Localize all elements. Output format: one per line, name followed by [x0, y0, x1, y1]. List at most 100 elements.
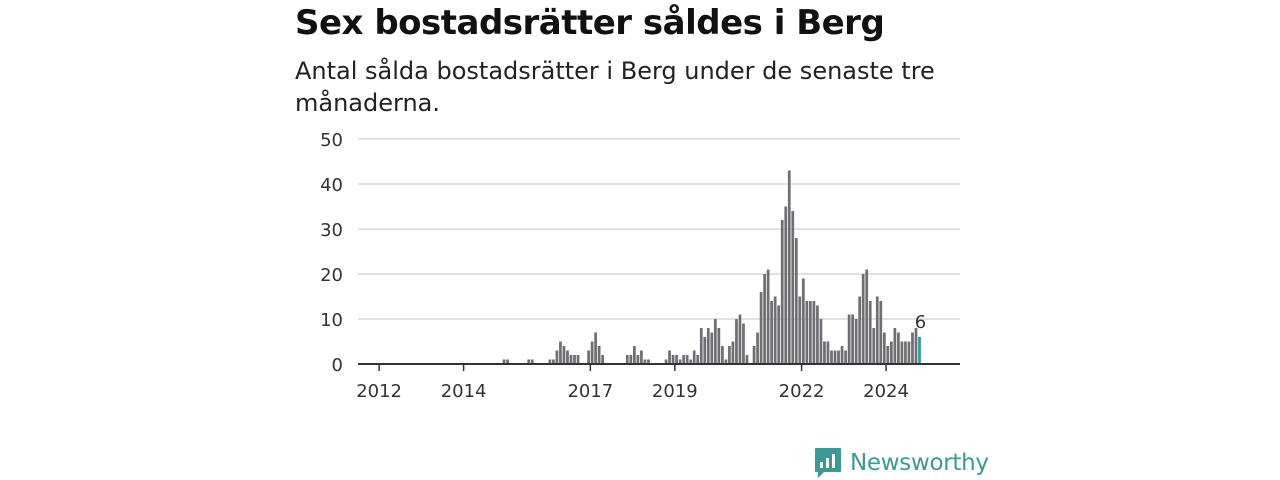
- bar: [566, 350, 569, 364]
- bar: [728, 346, 731, 364]
- x-axis-labels: 2012 2014 2017 2019 2022 2024: [356, 381, 909, 402]
- bar: [689, 359, 693, 364]
- brand-name: Newsworthy: [850, 450, 989, 476]
- brand-logo: Newsworthy: [814, 446, 989, 480]
- bar: [685, 355, 689, 364]
- bar: [671, 355, 675, 364]
- bar: [548, 359, 552, 364]
- bar: [633, 346, 636, 364]
- bar: [696, 355, 700, 364]
- bar: [502, 359, 506, 364]
- bar: [889, 341, 893, 364]
- bar: [643, 359, 647, 364]
- bar: [777, 305, 781, 364]
- bar-highlight: [918, 337, 921, 364]
- y-tick-label: 10: [320, 310, 343, 331]
- bar: [530, 359, 534, 364]
- bar: [865, 269, 869, 364]
- x-tick-label: 2017: [567, 381, 613, 402]
- gridlines: [358, 138, 960, 320]
- y-axis-labels: 0 10 20 30 40 50: [320, 130, 343, 376]
- bar: [837, 350, 840, 364]
- bar: [703, 337, 707, 364]
- bar: [597, 346, 601, 364]
- bar: [794, 238, 798, 364]
- bar: [805, 301, 809, 364]
- bar: [724, 359, 728, 364]
- bar: [809, 301, 812, 364]
- bar: [640, 350, 643, 364]
- annotations: 6: [915, 312, 926, 333]
- x-tick-label: 2024: [863, 381, 909, 402]
- x-tick-label: 2019: [652, 381, 698, 402]
- bar: [555, 350, 559, 364]
- bar: [847, 314, 851, 364]
- bar: [601, 355, 605, 364]
- x-tick-label: 2012: [356, 381, 402, 402]
- y-tick-label: 50: [320, 130, 343, 151]
- bar: [882, 332, 886, 364]
- bar: [763, 274, 766, 364]
- bar-chart: 0 10 20 30 40 50 2012 2014 2017 2019 2022 2024 6: [320, 130, 960, 402]
- bar: [573, 355, 576, 364]
- bar: [840, 346, 844, 364]
- bar: [717, 328, 721, 364]
- bar: [668, 350, 671, 364]
- y-tick-label: 40: [320, 175, 343, 196]
- chart-title: Sex bostadsrätter såldes i Berg: [295, 3, 885, 43]
- x-axis: [358, 363, 960, 371]
- bar: [569, 355, 573, 364]
- y-tick-label: 20: [320, 265, 343, 286]
- bar: [854, 319, 858, 364]
- bar: [798, 296, 802, 364]
- bar: [770, 301, 774, 364]
- bar: [699, 328, 703, 364]
- bar: [594, 332, 597, 364]
- bar: [756, 332, 759, 364]
- bar: [682, 355, 685, 364]
- bar: [625, 355, 629, 364]
- bar: [647, 359, 650, 364]
- bar: [900, 341, 904, 364]
- bar: [735, 319, 738, 364]
- x-tick-label: 2022: [779, 381, 825, 402]
- bar: [710, 332, 714, 364]
- bar: [745, 355, 749, 364]
- bar: [527, 359, 531, 364]
- bar: [664, 359, 668, 364]
- bar: [861, 274, 865, 364]
- bar: [791, 211, 795, 364]
- y-tick-label: 30: [320, 220, 343, 241]
- bar: [819, 319, 823, 364]
- bar: [692, 350, 696, 364]
- y-tick-label: 0: [332, 355, 343, 376]
- bar: [731, 341, 735, 364]
- bar: [675, 355, 678, 364]
- bar: [868, 301, 872, 364]
- bar: [766, 269, 770, 364]
- bar: [773, 296, 777, 364]
- bar: [506, 359, 509, 364]
- bar: [738, 314, 742, 364]
- chart-subtitle: Antal sålda bostadsrätter i Berg under d…: [295, 57, 935, 117]
- bar: [752, 346, 756, 364]
- bar: [816, 305, 819, 364]
- bar: [559, 341, 562, 364]
- bar: [784, 206, 788, 364]
- newsworthy-logo-icon: [815, 448, 841, 478]
- highlight-value-label: 6: [915, 312, 926, 333]
- bar: [851, 314, 854, 364]
- bar: [562, 346, 566, 364]
- bar: [844, 350, 847, 364]
- bar: [678, 359, 682, 364]
- bar: [904, 341, 907, 364]
- bar: [823, 341, 826, 364]
- bar: [636, 355, 640, 364]
- bar: [914, 328, 918, 364]
- bar: [713, 319, 717, 364]
- bar: [893, 328, 897, 364]
- bar: [706, 328, 710, 364]
- bar: [576, 355, 580, 364]
- bars: [502, 170, 921, 364]
- bar: [742, 323, 745, 364]
